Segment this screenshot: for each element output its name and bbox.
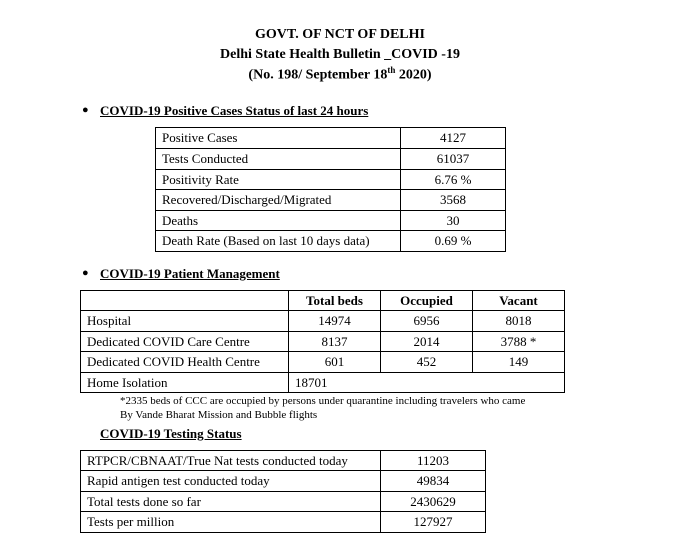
status-label: Tests Conducted [156,148,401,169]
bullet-icon: ● [82,267,89,279]
section1-heading-wrap: ● COVID-19 Positive Cases Status of last… [100,103,640,119]
testing-label: Tests per million [81,512,381,533]
section2-heading-wrap: ● COVID-19 Patient Management [100,266,640,282]
mgmt-total: 8137 [289,331,381,352]
bullet-icon: ● [82,104,89,116]
col-header [81,290,289,311]
table-row: Positive Cases4127 [156,128,506,149]
status-label: Death Rate (Based on last 10 days data) [156,231,401,252]
section3-heading: COVID-19 Testing Status [100,426,242,441]
status-value: 6.76 % [401,169,506,190]
testing-value: 49834 [381,471,486,492]
table-row: Hospital 14974 6956 8018 [81,311,565,332]
bulletin-meta: (No. 198/ September 18th 2020) [40,64,640,85]
table-row: Tests Conducted61037 [156,148,506,169]
table-row: Death Rate (Based on last 10 days data)0… [156,231,506,252]
table-row: Home Isolation 18701 [81,372,565,393]
status-value: 61037 [401,148,506,169]
mgmt-occupied: 2014 [381,331,473,352]
meta-suffix: 2020) [395,68,431,83]
testing-value: 11203 [381,450,486,471]
status-value: 0.69 % [401,231,506,252]
status-value: 4127 [401,128,506,149]
table-row: Dedicated COVID Health Centre 601 452 14… [81,352,565,373]
table-row: Rapid antigen test conducted today49834 [81,471,486,492]
table-row: Tests per million127927 [81,512,486,533]
footnote-line1: *2335 beds of CCC are occupied by person… [120,395,640,408]
testing-table: RTPCR/CBNAAT/True Nat tests conducted to… [80,450,486,533]
status-label: Positivity Rate [156,169,401,190]
mgmt-vacant: 8018 [473,311,565,332]
table-row: Positivity Rate6.76 % [156,169,506,190]
table-row: Deaths30 [156,210,506,231]
testing-label: RTPCR/CBNAAT/True Nat tests conducted to… [81,450,381,471]
meta-prefix: (No. 198/ September 18 [248,68,387,83]
status-label: Positive Cases [156,128,401,149]
mgmt-label: Hospital [81,311,289,332]
management-table: Total beds Occupied Vacant Hospital 1497… [80,290,565,394]
col-header: Occupied [381,290,473,311]
bulletin-title: Delhi State Health Bulletin _COVID -19 [40,45,640,65]
mgmt-total: 14974 [289,311,381,332]
org-name: GOVT. OF NCT OF DELHI [40,25,640,45]
mgmt-label: Dedicated COVID Health Centre [81,352,289,373]
testing-value: 127927 [381,512,486,533]
table-row: Dedicated COVID Care Centre 8137 2014 37… [81,331,565,352]
col-header: Vacant [473,290,565,311]
table-row: RTPCR/CBNAAT/True Nat tests conducted to… [81,450,486,471]
status-label: Deaths [156,210,401,231]
mgmt-vacant: 149 [473,352,565,373]
table-row: Recovered/Discharged/Migrated3568 [156,190,506,211]
col-header: Total beds [289,290,381,311]
footnote: *2335 beds of CCC are occupied by person… [120,395,640,421]
status-value: 3568 [401,190,506,211]
status-table: Positive Cases4127 Tests Conducted61037 … [155,127,506,251]
mgmt-occupied: 6956 [381,311,473,332]
footnote-line2: By Vande Bharat Mission and Bubble fligh… [120,409,640,422]
bulletin-header: GOVT. OF NCT OF DELHI Delhi State Health… [40,25,640,85]
testing-label: Rapid antigen test conducted today [81,471,381,492]
mgmt-label: Dedicated COVID Care Centre [81,331,289,352]
section3-heading-wrap: COVID-19 Testing Status [100,426,640,442]
status-label: Recovered/Discharged/Migrated [156,190,401,211]
table-header-row: Total beds Occupied Vacant [81,290,565,311]
isolation-label: Home Isolation [81,372,289,393]
mgmt-total: 601 [289,352,381,373]
section1-heading: COVID-19 Positive Cases Status of last 2… [100,103,368,118]
section2-heading: COVID-19 Patient Management [100,266,280,281]
isolation-value: 18701 [289,372,565,393]
mgmt-occupied: 452 [381,352,473,373]
status-value: 30 [401,210,506,231]
mgmt-vacant: 3788 * [473,331,565,352]
